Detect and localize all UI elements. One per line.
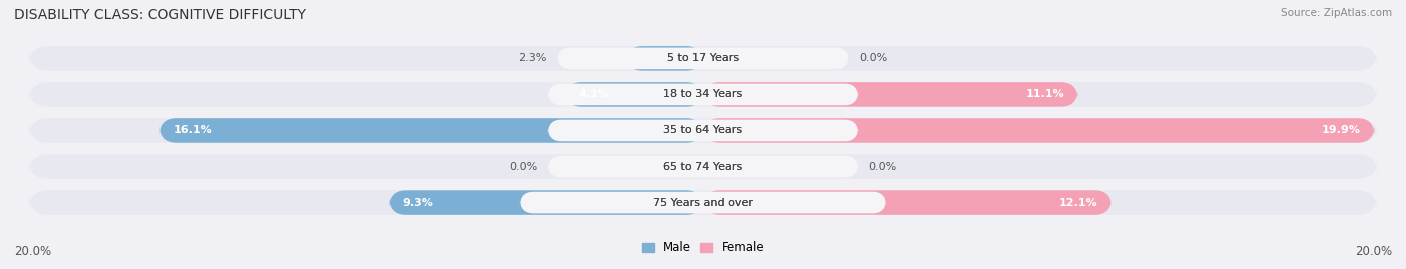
Text: 75 Years and over: 75 Years and over <box>652 197 754 208</box>
FancyBboxPatch shape <box>703 190 1111 215</box>
Text: 0.0%: 0.0% <box>869 161 897 172</box>
Text: 5 to 17 Years: 5 to 17 Years <box>666 53 740 63</box>
Text: 35 to 64 Years: 35 to 64 Years <box>664 125 742 136</box>
Text: 4.1%: 4.1% <box>578 89 609 100</box>
Text: 11.1%: 11.1% <box>1025 89 1064 100</box>
Text: 5 to 17 Years: 5 to 17 Years <box>666 53 740 63</box>
Text: 12.1%: 12.1% <box>1059 197 1098 208</box>
Text: 20.0%: 20.0% <box>14 245 51 258</box>
Text: 16.1%: 16.1% <box>173 125 212 136</box>
Text: DISABILITY CLASS: COGNITIVE DIFFICULTY: DISABILITY CLASS: COGNITIVE DIFFICULTY <box>14 8 307 22</box>
FancyBboxPatch shape <box>160 118 703 143</box>
FancyBboxPatch shape <box>28 118 1378 143</box>
Text: 75 Years and over: 75 Years and over <box>652 197 754 208</box>
FancyBboxPatch shape <box>703 118 1375 143</box>
FancyBboxPatch shape <box>548 156 858 177</box>
FancyBboxPatch shape <box>626 46 703 71</box>
Text: 35 to 64 Years: 35 to 64 Years <box>664 125 742 136</box>
Text: 9.3%: 9.3% <box>402 197 433 208</box>
FancyBboxPatch shape <box>28 82 1378 107</box>
Text: 65 to 74 Years: 65 to 74 Years <box>664 161 742 172</box>
FancyBboxPatch shape <box>389 190 703 215</box>
Text: 20.0%: 20.0% <box>1355 245 1392 258</box>
Text: 19.9%: 19.9% <box>1322 125 1361 136</box>
Text: 0.0%: 0.0% <box>859 53 887 63</box>
Text: 0.0%: 0.0% <box>509 161 537 172</box>
FancyBboxPatch shape <box>28 46 1378 71</box>
FancyBboxPatch shape <box>565 82 703 107</box>
Text: 18 to 34 Years: 18 to 34 Years <box>664 89 742 100</box>
FancyBboxPatch shape <box>520 192 886 213</box>
FancyBboxPatch shape <box>548 84 858 105</box>
Text: 18 to 34 Years: 18 to 34 Years <box>664 89 742 100</box>
Text: Source: ZipAtlas.com: Source: ZipAtlas.com <box>1281 8 1392 18</box>
FancyBboxPatch shape <box>548 120 858 141</box>
FancyBboxPatch shape <box>703 82 1077 107</box>
FancyBboxPatch shape <box>28 190 1378 215</box>
Text: 2.3%: 2.3% <box>519 53 547 63</box>
Text: 65 to 74 Years: 65 to 74 Years <box>664 161 742 172</box>
FancyBboxPatch shape <box>557 48 849 69</box>
FancyBboxPatch shape <box>28 154 1378 179</box>
Legend: Male, Female: Male, Female <box>641 241 765 254</box>
